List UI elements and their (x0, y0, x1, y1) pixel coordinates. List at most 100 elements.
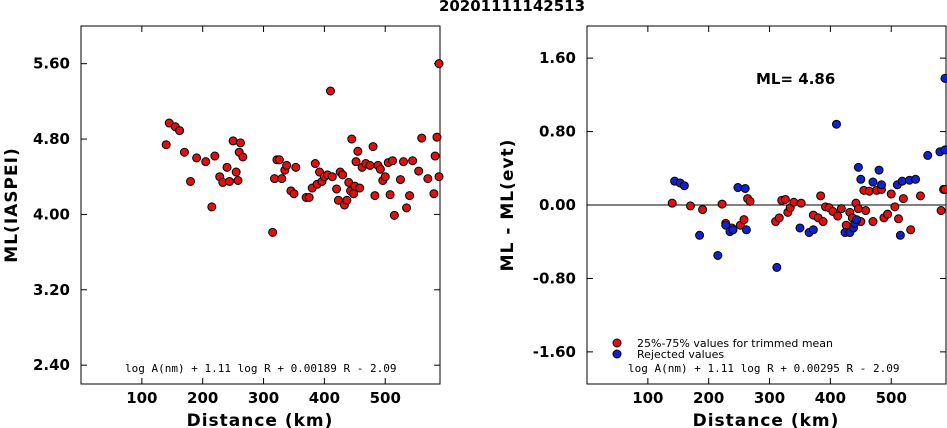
y-tick-label: 0.80 (539, 123, 576, 141)
data-point (796, 198, 806, 208)
y-tick-label: -0.80 (533, 269, 576, 287)
legend: 25%-75% values for trimmed mean Rejected… (612, 337, 833, 361)
formula-right: log A(nm) + 1.11 log R + 0.00295 R - 2.0… (628, 362, 900, 375)
legend-label-rejected: Rejected values (637, 348, 724, 361)
data-point (277, 174, 287, 184)
data-point (841, 220, 851, 230)
data-point (432, 132, 442, 142)
data-point (310, 159, 320, 169)
data-point (333, 195, 343, 205)
data-point (398, 157, 408, 167)
rejected-point (877, 180, 887, 190)
data-point (818, 217, 828, 227)
plot-frame-left (80, 25, 441, 385)
data-point (179, 147, 189, 157)
data-point (207, 202, 217, 212)
y-tick-label: -1.60 (533, 343, 576, 361)
legend-label-accepted: 25%-75% values for trimmed mean (637, 337, 833, 350)
rejected-point (695, 230, 705, 240)
data-point (890, 202, 900, 212)
data-point (228, 136, 238, 146)
y-axis-label-left: ML(IASPEI) (2, 147, 22, 262)
data-point (864, 186, 874, 196)
data-point (402, 203, 412, 213)
data-point (388, 156, 398, 166)
data-point (222, 162, 232, 172)
data-point (338, 170, 348, 180)
data-point (408, 156, 418, 166)
x-tick-label: 100 (632, 389, 663, 407)
formula-left: log A(nm) + 1.11 log R + 0.00189 R - 2.0… (125, 362, 397, 375)
data-point (780, 194, 790, 204)
data-point (434, 172, 444, 182)
legend-marker-accepted (612, 338, 622, 348)
x-tick-label: 500 (370, 389, 401, 407)
legend-marker-rejected (612, 349, 622, 359)
data-point (430, 151, 440, 161)
rejected-point (940, 145, 947, 155)
rejected-point (852, 215, 862, 225)
data-point (936, 206, 946, 216)
panel-ml-residual: Distance (km) ML - ML(evt) ML= 4.86 25%-… (498, 25, 947, 428)
data-point (274, 155, 284, 165)
data-point (347, 134, 357, 144)
rejected-point (897, 176, 907, 186)
data-point (231, 167, 241, 177)
data-point (304, 192, 314, 202)
data-point (894, 214, 904, 224)
data-point (233, 176, 243, 186)
rejected-point (856, 174, 866, 184)
data-point (385, 190, 395, 200)
data-point (789, 197, 799, 207)
rejected-point (713, 250, 723, 260)
rejected-point (733, 183, 743, 193)
data-point (238, 152, 248, 162)
ticks-left: 100 200 300 400 500 2.40 3.20 4.00 4.80 5.60 (33, 26, 440, 407)
data-point (351, 157, 361, 167)
x-tick-label: 400 (309, 389, 340, 407)
data-point (368, 142, 378, 152)
y-tick-label: 0.00 (539, 196, 576, 214)
data-point (291, 162, 301, 172)
rejected-point (923, 150, 933, 160)
data-point (201, 157, 211, 167)
data-point (861, 206, 871, 216)
rejected-point (868, 177, 878, 187)
rejected-point (808, 225, 818, 235)
data-point (836, 204, 846, 214)
data-point (269, 174, 279, 184)
data-point (429, 189, 439, 199)
data-point (235, 138, 245, 148)
data-point (745, 196, 755, 206)
rejected-point (853, 162, 863, 172)
rejected-point (679, 181, 689, 191)
data-point (717, 199, 727, 209)
rejected-point (728, 225, 738, 235)
data-point (434, 59, 444, 69)
x-tick-label: 200 (187, 389, 218, 407)
ticks-right: 100 200 300 400 500 -1.60 -0.80 0.00 0.80 1.60 (533, 26, 946, 407)
x-axis-label-left: Distance (km) (187, 411, 334, 428)
data-point (816, 191, 826, 201)
data-point (389, 210, 399, 220)
data-point (365, 160, 375, 170)
data-point (289, 189, 299, 199)
data-point (940, 184, 947, 194)
data-point (186, 176, 196, 186)
points-left (161, 59, 444, 237)
y-axis-label-right: ML - ML(evt) (498, 139, 518, 272)
rejected-point (740, 183, 750, 193)
y-tick-label: 3.20 (33, 281, 70, 299)
y-tick-label: 4.00 (33, 205, 70, 223)
rejected-point (874, 165, 884, 175)
panel-ml-iaspei: Distance (km) ML(IASPEI) log A(nm) + 1.1… (2, 25, 444, 428)
y-tick-label: 2.40 (33, 356, 70, 374)
data-point (375, 164, 385, 174)
rejected-point (741, 225, 751, 235)
y-tick-label: 5.60 (33, 55, 70, 73)
data-point (325, 86, 335, 96)
ml-event-annotation: ML= 4.86 (756, 70, 835, 88)
data-point (417, 133, 427, 143)
x-tick-label: 300 (754, 389, 785, 407)
